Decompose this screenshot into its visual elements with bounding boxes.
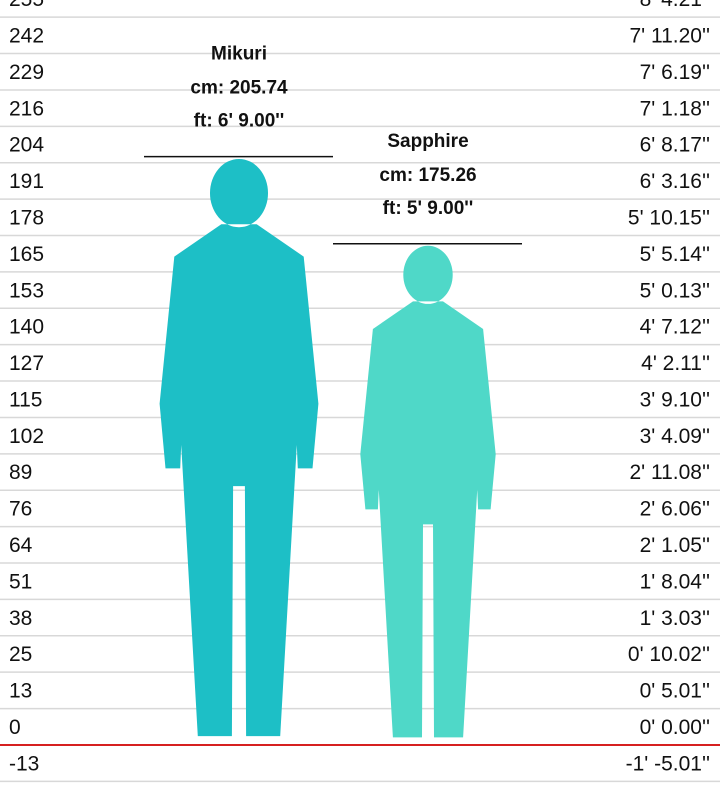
y-tick-label: 165 [9, 243, 44, 266]
y2-tick-label: 4' 2.11'' [641, 352, 710, 375]
y2-tick-label: 8' 4.21'' [640, 0, 710, 11]
person-ft: ft: 5' 9.00'' [383, 198, 474, 219]
y-tick-label: 102 [9, 425, 44, 448]
y-tick-label: 25 [9, 643, 32, 666]
y2-tick-label: 0' 10.02'' [628, 643, 710, 666]
y2-tick-label: 7' 11.20'' [629, 25, 710, 48]
y-tick-label: 178 [9, 206, 44, 229]
y2-tick-label: 1' 8.04'' [640, 570, 710, 593]
y-tick-label: 76 [9, 498, 32, 521]
y2-tick-label: 7' 1.18'' [640, 97, 710, 120]
y2-tick-label: 5' 10.15'' [628, 206, 710, 229]
y2-tick-label: 1' 3.03'' [640, 607, 710, 630]
y2-tick-label: 3' 9.10'' [640, 388, 710, 411]
y-tick-label: 242 [9, 25, 44, 48]
y2-tick-label: 2' 11.08'' [629, 461, 710, 484]
person-cm: cm: 175.26 [379, 165, 476, 186]
y-tick-label: 127 [9, 352, 44, 375]
person-silhouette [159, 158, 319, 737]
y-tick-label: 229 [9, 61, 44, 84]
person-name: Mikuri [211, 44, 267, 65]
y2-tick-label: 0' 5.01'' [640, 680, 710, 703]
y-tick-label: 204 [9, 134, 44, 157]
y-tick-label: 0 [9, 716, 21, 739]
y2-tick-label: 0' 0.00'' [640, 716, 710, 739]
person-ft: ft: 6' 9.00'' [194, 111, 285, 132]
person-cm: cm: 205.74 [190, 78, 288, 99]
y2-tick-label: 6' 8.17'' [640, 134, 710, 157]
person-silhouette [360, 245, 496, 738]
y-tick-label: 64 [9, 534, 33, 557]
y2-tick-label: 4' 7.12'' [640, 316, 710, 339]
y-tick-label: -13 [9, 752, 39, 775]
y2-tick-label: 6' 3.16'' [640, 170, 710, 193]
y-tick-label: 140 [9, 316, 44, 339]
y-tick-label: 115 [9, 388, 42, 411]
y2-tick-label: 2' 1.05'' [640, 534, 710, 557]
y-tick-label: 153 [9, 279, 44, 302]
y2-tick-label: 3' 4.09'' [640, 425, 710, 448]
y-tick-label: 38 [9, 607, 32, 630]
y2-tick-label: 5' 5.14'' [640, 243, 710, 266]
y-tick-label: 191 [9, 170, 44, 193]
y-tick-label: 51 [9, 570, 32, 593]
y2-tick-label: -1' -5.01'' [626, 752, 710, 775]
y2-tick-label: 5' 0.13'' [640, 279, 710, 302]
y-tick-label: 89 [9, 461, 32, 484]
y2-tick-label: 7' 6.19'' [640, 61, 710, 84]
y-tick-label: 216 [9, 97, 44, 120]
y-tick-label: 255 [9, 0, 44, 11]
y-tick-label: 13 [9, 680, 32, 703]
y2-tick-label: 2' 6.06'' [640, 498, 710, 521]
person-name: Sapphire [387, 131, 468, 152]
